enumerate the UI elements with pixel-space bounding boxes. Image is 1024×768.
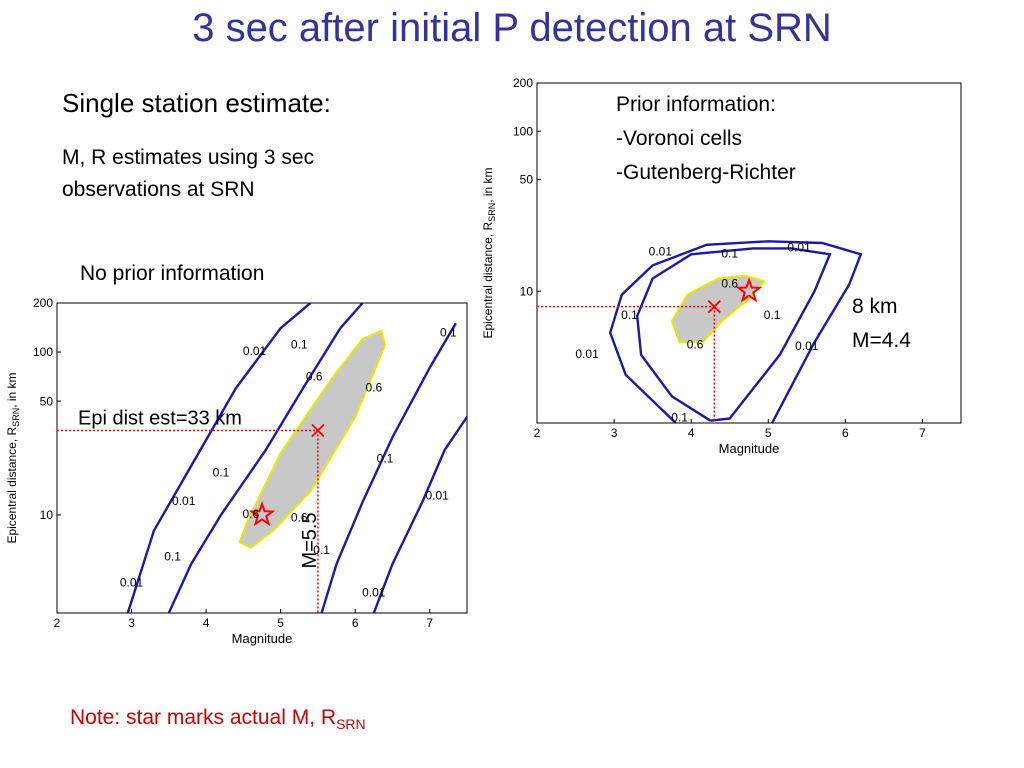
x-tick-label: 5 (277, 616, 284, 630)
prior-info-list: Prior information: -Voronoi cells -Guten… (616, 88, 796, 190)
contour-label: 0.1 (764, 308, 781, 322)
contour-label: 0.6 (242, 507, 259, 521)
contour-label: 0.6 (291, 511, 308, 525)
y-tick-label: 100 (513, 124, 533, 138)
magnitude-estimate-annotation: M=5.5 (299, 512, 321, 568)
actual-star-marker (735, 277, 763, 303)
contour-line-0.1 (320, 322, 457, 613)
contour-line-0.1 (167, 303, 364, 613)
contour-label: 0.01 (575, 347, 599, 361)
y-axis-label-main: Epicentral distance, R (5, 426, 19, 543)
y-tick-label: 50 (520, 173, 534, 187)
contour-label: 0.6 (721, 277, 738, 291)
x-axis-label: Magnitude (232, 631, 293, 646)
x-tick-label: 6 (842, 426, 849, 440)
x-tick-label: 6 (352, 616, 359, 630)
y-tick-label: 10 (520, 284, 534, 298)
region-0.6 (670, 274, 767, 344)
contour-label: 0.1 (164, 549, 181, 563)
contour-label: 0.6 (306, 369, 323, 383)
contour-line-0.01 (372, 416, 467, 613)
contour-label: 0.01 (362, 586, 386, 600)
y-tick-label: 100 (33, 345, 53, 359)
contour-label: 0.1 (721, 246, 738, 260)
prior-info-line: -Gutenberg-Richter (616, 161, 796, 184)
contour-label: 0.1 (313, 543, 330, 557)
contour-label: 0.1 (377, 451, 394, 465)
footnote-text: Note: star marks actual M, R (70, 706, 337, 729)
estimate-description: M, R estimates using 3 sec observations … (62, 146, 315, 201)
region-0.6 (238, 329, 387, 549)
contour-label: 0.01 (243, 344, 267, 358)
result-magnitude: M=4.4 (852, 329, 911, 352)
y-axis-label-suffix: , in km (481, 167, 495, 202)
contour-label: 0.6 (687, 337, 704, 351)
plot-frame (536, 82, 962, 424)
actual-star-marker (248, 500, 276, 527)
y-axis-label: Epicentral distance, RSRN, in km (5, 372, 21, 543)
plot-area (126, 303, 467, 613)
contour-line-0.1 (635, 247, 832, 422)
x-tick-label: 3 (611, 426, 618, 440)
contour-label: 0.1 (291, 337, 308, 351)
contour-line-0.01 (126, 303, 312, 613)
x-tick-label: 2 (534, 426, 541, 440)
footnote: Note: star marks actual M, RSRN (70, 706, 366, 732)
y-axis-label-subscript: SRN (487, 203, 497, 222)
slide-title: 3 sec after initial P detection at SRN (192, 6, 832, 50)
plot-area (608, 240, 863, 423)
distance-estimate-annotation: Epi dist est=33 km (78, 407, 242, 429)
x-tick-label: 7 (919, 426, 926, 440)
result-distance: 8 km (852, 295, 898, 318)
x-tick-label: 4 (688, 426, 695, 440)
y-axis-label-suffix: , in km (5, 372, 19, 407)
estimate-marker (311, 423, 325, 438)
x-tick-label: 2 (54, 616, 61, 630)
prior-result: 8 km M=4.4 (852, 290, 911, 358)
prior-info-line: Prior information: (616, 93, 776, 116)
estimate-marker (707, 300, 721, 314)
contour-label: 0.01 (787, 241, 811, 255)
x-tick-label: 7 (426, 616, 433, 630)
no-prior-label: No prior information (80, 262, 265, 285)
y-tick-label: 50 (40, 394, 54, 408)
contour-label: 0.01 (795, 339, 819, 353)
x-tick-label: 3 (128, 616, 135, 630)
y-axis-label-main: Epicentral distance, R (481, 221, 495, 338)
contour-label: 0.1 (621, 308, 638, 322)
y-tick-label: 200 (33, 296, 53, 310)
contour-label: 0.6 (365, 380, 382, 394)
contour-label: 0.1 (440, 326, 457, 340)
y-axis-label: Epicentral distance, RSRN, in km (481, 167, 497, 338)
contour-label: 0.01 (120, 576, 144, 590)
contour-label: 0.1 (671, 411, 688, 425)
contour-label: 0.01 (426, 489, 450, 503)
x-axis-label: Magnitude (719, 441, 780, 456)
contour-label: 0.01 (649, 244, 673, 258)
x-tick-label: 4 (203, 616, 210, 630)
single-station-heading: Single station estimate: (62, 88, 331, 118)
prior-info-line: -Voronoi cells (616, 127, 743, 150)
contour-line-0.01 (608, 240, 863, 423)
y-tick-label: 200 (513, 76, 533, 90)
contour-label: 0.01 (172, 494, 196, 508)
y-tick-label: 10 (40, 508, 54, 522)
footnote-subscript: SRN (336, 716, 366, 733)
contour-label: 0.1 (213, 466, 230, 480)
y-axis-label-subscript: SRN (11, 408, 21, 427)
x-tick-label: 5 (765, 426, 772, 440)
